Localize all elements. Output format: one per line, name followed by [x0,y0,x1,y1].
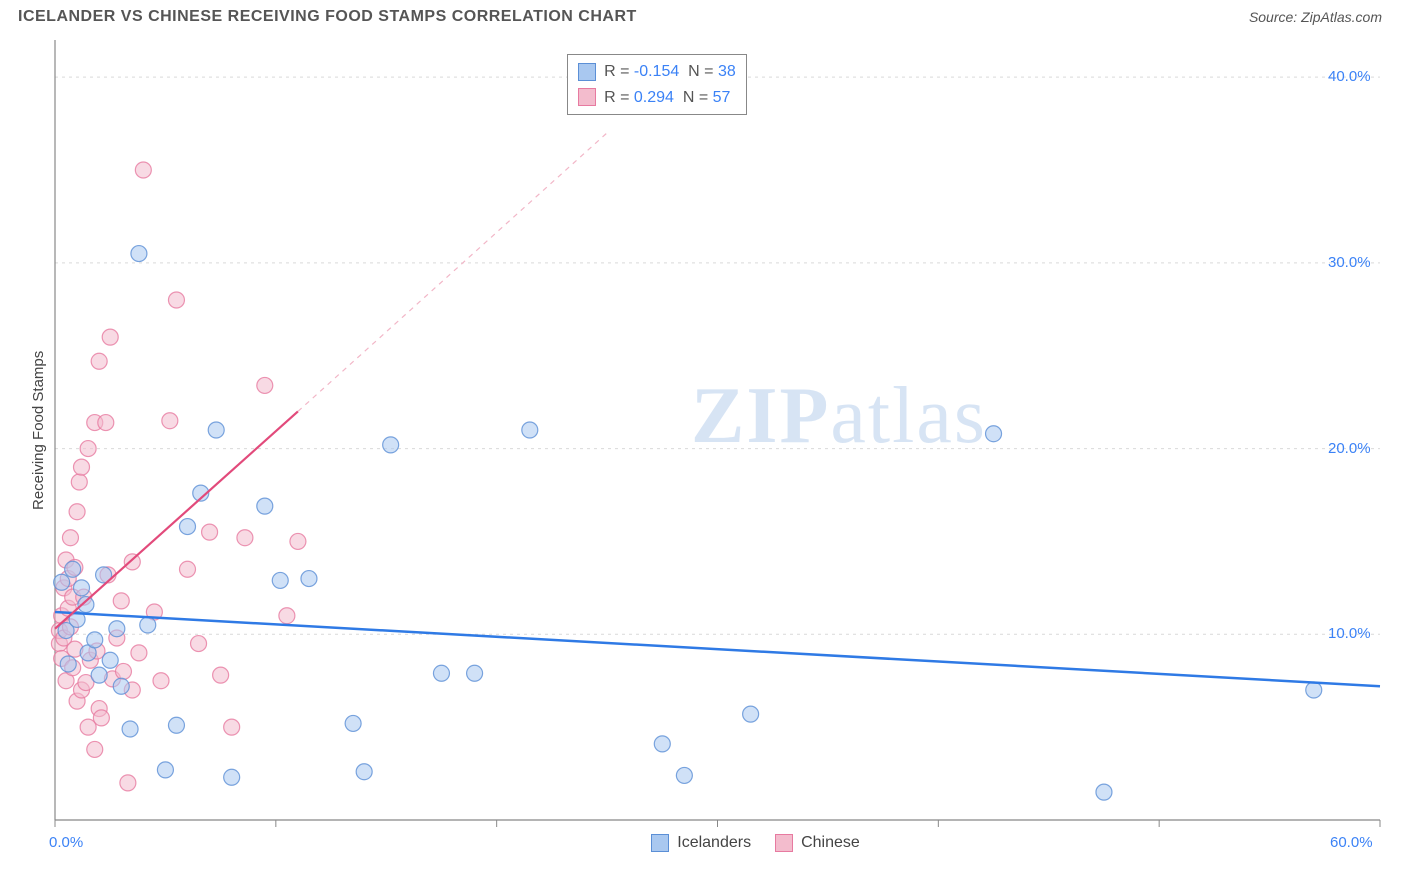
y-tick-40: 40.0% [1328,68,1371,85]
legend-stats-row: R = 0.294 N = 57 [578,85,736,111]
legend-label: Chinese [801,834,860,852]
chart-title: ICELANDER VS CHINESE RECEIVING FOOD STAM… [18,8,637,26]
series-legend: Icelanders Chinese [651,834,860,852]
legend-swatch [578,88,596,106]
scatter-chart-svg [0,30,1406,880]
legend-item: Icelanders [651,834,751,852]
x-axis-max-label: 60.0% [1330,834,1373,851]
chart-area: ZIPatlas R = -0.154 N = 38R = 0.294 N = … [0,30,1406,880]
legend-label: Icelanders [677,834,751,852]
legend-swatch [775,834,793,852]
legend-swatch [578,63,596,81]
chart-header: ICELANDER VS CHINESE RECEIVING FOOD STAM… [0,0,1406,30]
x-axis-min-label: 0.0% [49,834,83,851]
y-tick-10: 10.0% [1328,625,1371,642]
chart-source: Source: ZipAtlas.com [1249,9,1382,25]
legend-swatch [651,834,669,852]
legend-stats-row: R = -0.154 N = 38 [578,59,736,85]
legend-item: Chinese [775,834,860,852]
legend-stats-box: R = -0.154 N = 38R = 0.294 N = 57 [567,54,747,115]
y-tick-20: 20.0% [1328,440,1371,457]
y-tick-30: 30.0% [1328,254,1371,271]
y-axis-label: Receiving Food Stamps [30,351,47,510]
